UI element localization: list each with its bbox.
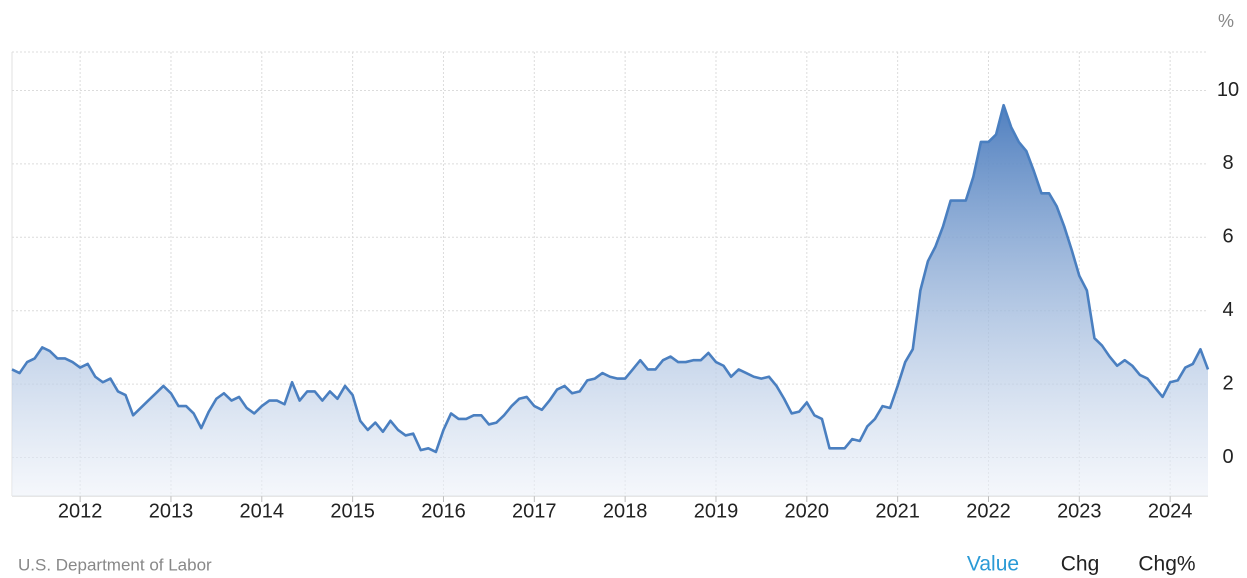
x-tick-label: 2013 (149, 500, 194, 522)
x-tick-label: 2012 (58, 500, 103, 522)
x-tick-label: 2015 (330, 500, 375, 522)
x-tick-label: 2014 (240, 500, 285, 522)
x-tick-label: 2018 (603, 500, 648, 522)
y-tick-label: 4 (1222, 299, 1233, 321)
plot-area: 0 2 4 6 8 10 2012 2013 2014 2015 2016 2017 2018 2019 2… (11, 51, 1239, 522)
series-line (11, 103, 1210, 454)
y-tick-label: 2 (1222, 372, 1233, 394)
x-tick-label: 2016 (421, 500, 466, 522)
x-tick-label: 2017 (512, 500, 557, 522)
y-tick-label: 0 (1222, 446, 1233, 468)
x-tick-label: 2019 (694, 500, 739, 522)
x-tick-label: 2021 (875, 500, 920, 522)
x-tick-label: 2023 (1057, 500, 1102, 522)
x-tick-label: 2024 (1148, 500, 1193, 522)
y-tick-label: 8 (1222, 152, 1233, 174)
x-tick-label: 2020 (785, 500, 830, 522)
area-fill (12, 105, 1208, 497)
x-tick-label: 2022 (966, 500, 1011, 522)
y-tick-label: 10 (1217, 79, 1239, 101)
y-tick-label: 6 (1222, 226, 1233, 248)
source-label: U.S. Department of Labor (18, 555, 212, 574)
tab-value[interactable]: Value (967, 553, 1019, 576)
unit-label: % (1218, 11, 1234, 31)
tab-chg[interactable]: Chg (1061, 553, 1100, 576)
tab-chg-pct[interactable]: Chg% (1138, 553, 1195, 576)
